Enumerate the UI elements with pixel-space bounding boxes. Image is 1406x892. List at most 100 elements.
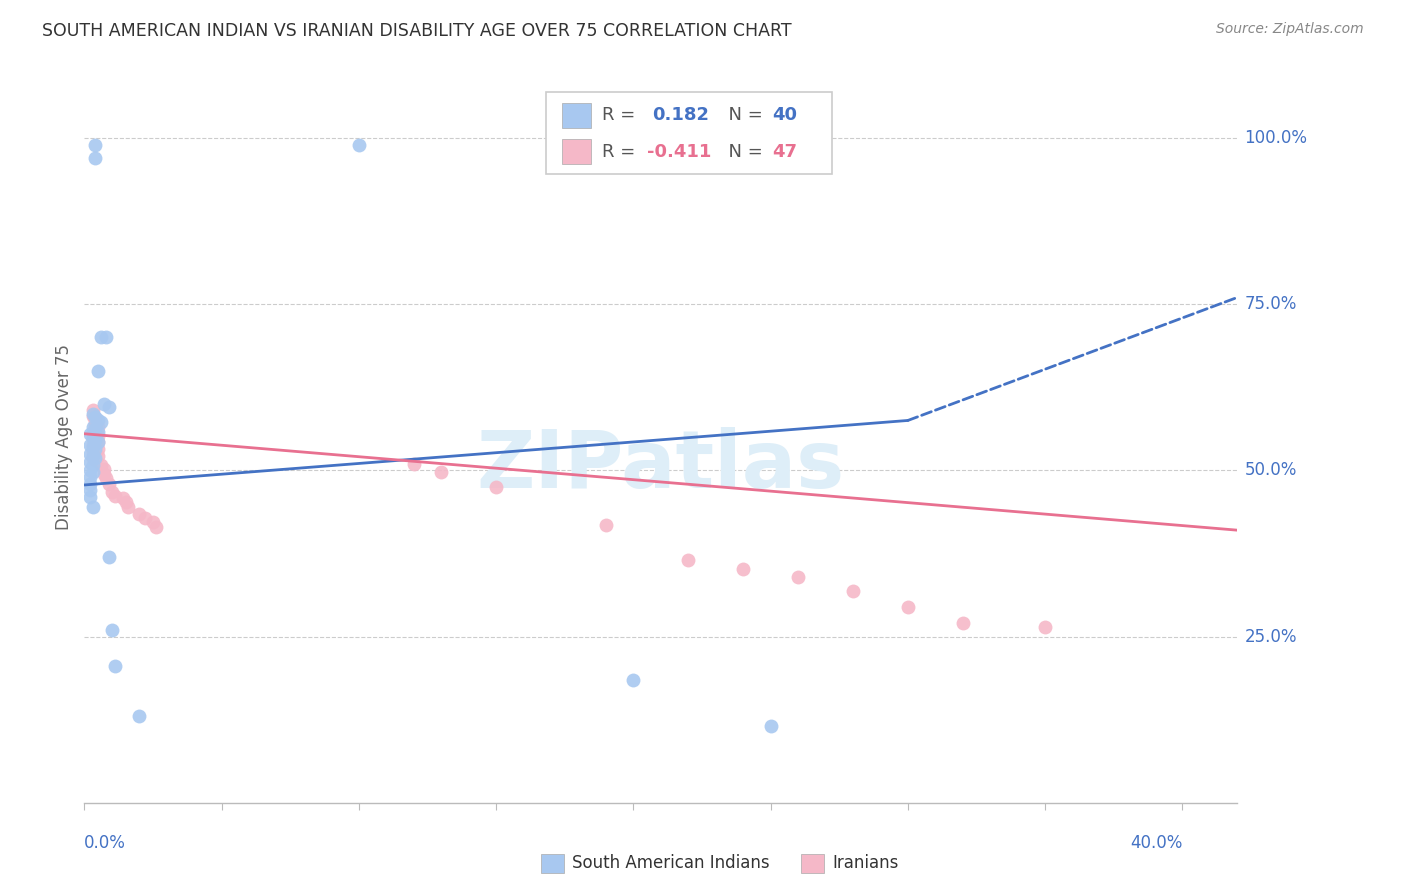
Point bbox=[114, 495, 136, 509]
Point bbox=[84, 451, 107, 466]
Point bbox=[84, 426, 107, 441]
Point bbox=[84, 447, 107, 461]
Point bbox=[101, 484, 124, 499]
Point bbox=[842, 584, 865, 599]
Point bbox=[87, 425, 110, 439]
Point bbox=[142, 515, 165, 529]
Point bbox=[84, 440, 107, 454]
Point bbox=[787, 570, 810, 584]
Point bbox=[84, 434, 107, 448]
Point bbox=[101, 623, 124, 637]
Point bbox=[79, 476, 101, 491]
Point bbox=[145, 520, 167, 534]
Point bbox=[134, 511, 156, 525]
Point bbox=[79, 483, 101, 498]
Point bbox=[87, 435, 110, 450]
Point bbox=[117, 500, 139, 514]
Point bbox=[87, 442, 110, 456]
Point bbox=[82, 438, 104, 452]
Point bbox=[87, 429, 110, 443]
Point bbox=[93, 397, 115, 411]
Point bbox=[82, 407, 104, 421]
Point bbox=[98, 400, 121, 414]
Point bbox=[84, 411, 107, 425]
Point bbox=[90, 330, 112, 344]
Point bbox=[82, 403, 104, 417]
Point bbox=[79, 490, 101, 504]
Point bbox=[595, 517, 617, 532]
Point bbox=[82, 420, 104, 434]
Point bbox=[98, 476, 121, 491]
Text: R =: R = bbox=[602, 143, 641, 161]
Point bbox=[678, 553, 700, 567]
Point bbox=[84, 422, 107, 436]
Point bbox=[1033, 619, 1056, 633]
Point bbox=[347, 137, 370, 152]
Point bbox=[84, 418, 107, 433]
Point bbox=[79, 455, 101, 469]
Point bbox=[84, 137, 107, 152]
Text: SOUTH AMERICAN INDIAN VS IRANIAN DISABILITY AGE OVER 75 CORRELATION CHART: SOUTH AMERICAN INDIAN VS IRANIAN DISABIL… bbox=[42, 22, 792, 40]
Point bbox=[128, 507, 150, 521]
Point bbox=[96, 471, 118, 485]
Text: 100.0%: 100.0% bbox=[1244, 128, 1308, 147]
Point bbox=[897, 599, 920, 614]
Point bbox=[84, 442, 107, 456]
Point bbox=[84, 410, 107, 425]
Text: -0.411: -0.411 bbox=[647, 143, 711, 161]
Point bbox=[79, 426, 101, 441]
Point bbox=[79, 470, 101, 484]
Point bbox=[90, 458, 112, 472]
Point bbox=[87, 420, 110, 434]
Point bbox=[103, 489, 125, 503]
Text: N =: N = bbox=[717, 106, 769, 124]
Point bbox=[96, 330, 118, 344]
Point bbox=[82, 451, 104, 466]
Text: South American Indians: South American Indians bbox=[572, 855, 770, 872]
Point bbox=[82, 449, 104, 463]
Point bbox=[111, 491, 134, 506]
Point bbox=[79, 447, 101, 461]
Point bbox=[84, 434, 107, 448]
Y-axis label: Disability Age Over 75: Disability Age Over 75 bbox=[55, 344, 73, 530]
Point bbox=[759, 719, 782, 733]
Point bbox=[84, 416, 107, 430]
Point bbox=[485, 480, 508, 494]
Text: Source: ZipAtlas.com: Source: ZipAtlas.com bbox=[1216, 22, 1364, 37]
Point bbox=[98, 549, 121, 564]
Point bbox=[82, 500, 104, 514]
Text: 0.182: 0.182 bbox=[652, 106, 710, 124]
Point bbox=[128, 709, 150, 723]
Point bbox=[87, 449, 110, 463]
Point bbox=[430, 465, 453, 479]
Text: 40.0%: 40.0% bbox=[1130, 834, 1182, 852]
Point bbox=[90, 416, 112, 430]
Text: 75.0%: 75.0% bbox=[1244, 295, 1296, 313]
Text: R =: R = bbox=[602, 106, 641, 124]
Point bbox=[84, 453, 107, 467]
Text: Iranians: Iranians bbox=[832, 855, 898, 872]
Text: 50.0%: 50.0% bbox=[1244, 461, 1296, 479]
Text: N =: N = bbox=[717, 143, 769, 161]
Point bbox=[82, 431, 104, 445]
Point bbox=[82, 440, 104, 454]
Point bbox=[87, 435, 110, 450]
Point bbox=[84, 151, 107, 165]
Text: ZIPatlas: ZIPatlas bbox=[477, 427, 845, 506]
Point bbox=[82, 431, 104, 445]
Point bbox=[402, 457, 425, 471]
Text: 40: 40 bbox=[772, 106, 797, 124]
Point bbox=[79, 463, 101, 477]
Text: 47: 47 bbox=[772, 143, 797, 161]
Point bbox=[93, 467, 115, 481]
Text: 25.0%: 25.0% bbox=[1244, 628, 1296, 646]
Point bbox=[733, 562, 755, 576]
Point bbox=[621, 673, 644, 687]
Point bbox=[79, 438, 101, 452]
Point bbox=[952, 616, 974, 631]
Point bbox=[82, 425, 104, 439]
Point bbox=[82, 444, 104, 458]
Point bbox=[82, 458, 104, 472]
Point bbox=[93, 462, 115, 476]
Point bbox=[87, 413, 110, 427]
